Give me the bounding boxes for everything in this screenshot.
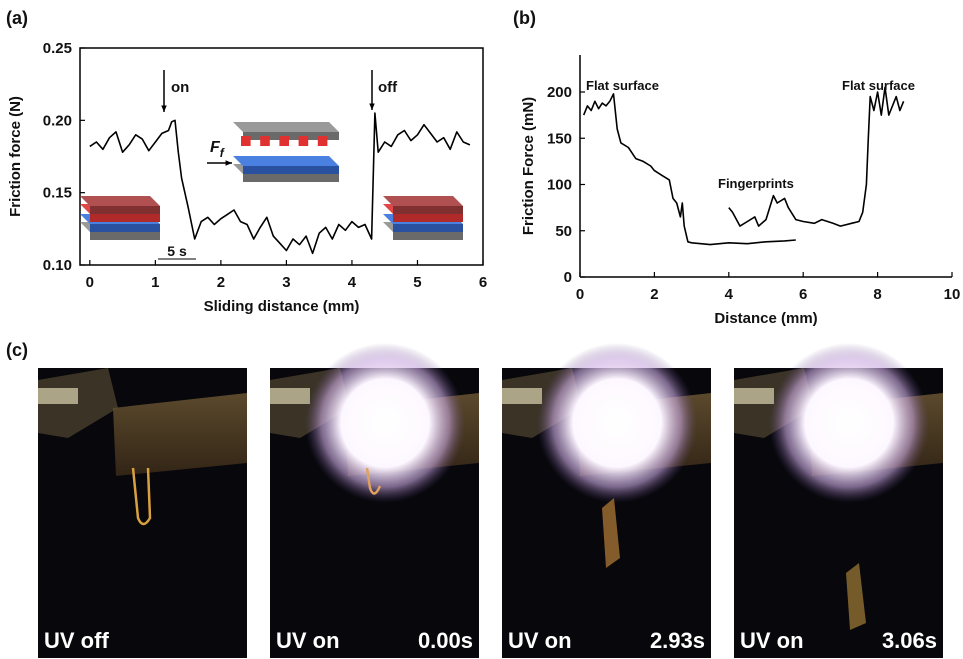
- photo-caption: UV on: [276, 628, 340, 653]
- slab-side: [90, 224, 160, 232]
- photo-caption: UV on: [740, 628, 804, 653]
- ridge: [317, 136, 328, 146]
- arrow-head: [225, 160, 232, 166]
- annotation: off: [378, 79, 398, 96]
- photo-caption: UV off: [44, 628, 109, 653]
- annotation: on: [171, 79, 189, 96]
- ridge: [279, 136, 289, 146]
- ridge: [260, 136, 270, 146]
- x-tick-label: 10: [944, 286, 961, 303]
- x-tick-label: 8: [873, 286, 881, 303]
- inset-illustration: [233, 122, 339, 182]
- lamp-highlight: [270, 388, 310, 404]
- y-tick-label: 0.15: [43, 185, 72, 202]
- y-axis-label: Friction force (N): [7, 96, 24, 217]
- slab-side: [393, 232, 463, 240]
- slab-side: [90, 232, 160, 240]
- x-tick-label: 4: [725, 286, 734, 303]
- actuator: [365, 467, 382, 495]
- lamp-highlight: [734, 388, 774, 404]
- glass-plate: [113, 393, 247, 476]
- x-tick-label: 6: [479, 274, 487, 291]
- slab-top: [80, 196, 160, 206]
- panel-label: (b): [513, 8, 536, 28]
- data-line: [582, 93, 796, 246]
- slab-top: [383, 196, 463, 206]
- y-tick-label: 150: [547, 130, 572, 147]
- inset-illustration: [383, 196, 463, 240]
- ridge: [298, 136, 309, 146]
- lamp-highlight: [502, 388, 542, 404]
- photo-time: 0.00s: [418, 628, 473, 653]
- falling-actuator: [846, 563, 866, 630]
- x-tick-label: 0: [86, 274, 94, 291]
- lamp-highlight: [38, 388, 78, 404]
- y-tick-label: 50: [555, 223, 572, 240]
- photo-time: 3.06s: [882, 628, 937, 653]
- uv-glow: [537, 343, 697, 503]
- y-tick-label: 0.20: [43, 112, 72, 129]
- slab-side: [393, 224, 463, 232]
- photo-caption: UV on: [508, 628, 572, 653]
- x-tick-label: 0: [576, 286, 584, 303]
- arrow-head: [369, 103, 375, 110]
- photo-time: 2.93s: [650, 628, 705, 653]
- x-tick-label: 6: [799, 286, 807, 303]
- slab-side: [90, 214, 160, 222]
- slab-side: [243, 174, 339, 182]
- slab-top: [233, 156, 339, 166]
- actuator: [131, 467, 152, 526]
- y-axis-label: Friction Force (mN): [520, 97, 537, 235]
- y-tick-label: 0: [564, 269, 572, 286]
- plot-frame: [79, 47, 484, 266]
- slab-side: [243, 132, 339, 140]
- slab-side: [90, 206, 160, 214]
- data-line: [89, 112, 471, 255]
- y-tick-label: 0.25: [43, 40, 72, 57]
- slab-top: [233, 122, 339, 132]
- force-sub: f: [220, 146, 225, 160]
- ridge: [241, 136, 251, 146]
- slab-side: [393, 214, 463, 222]
- force-symbol: Ff: [210, 139, 225, 160]
- x-axis-label: Sliding distance (mm): [204, 298, 360, 315]
- inset-illustration: [80, 196, 160, 240]
- panel-label: (a): [6, 8, 28, 28]
- x-tick-label: 2: [217, 274, 225, 291]
- y-tick-label: 100: [547, 177, 572, 194]
- uv-glow: [769, 343, 929, 503]
- annotation: 5 s: [167, 243, 187, 259]
- x-tick-label: 3: [282, 274, 290, 291]
- uv-glow: [305, 343, 465, 503]
- data-line: [728, 86, 905, 227]
- panel-label: (c): [6, 340, 28, 360]
- x-tick-label: 2: [650, 286, 658, 303]
- falling-actuator: [602, 498, 620, 568]
- slab-side: [243, 166, 339, 174]
- x-tick-label: 1: [151, 274, 159, 291]
- x-tick-label: 4: [348, 274, 357, 291]
- y-tick-label: 0.10: [43, 257, 72, 274]
- annotation: Flat surface: [586, 78, 659, 93]
- x-tick-label: 5: [413, 274, 421, 291]
- force-main: F: [210, 139, 221, 156]
- annotation: Fingerprints: [718, 176, 794, 191]
- x-axis-label: Distance (mm): [714, 310, 817, 327]
- photo-row: UV off UV on 0.00s UV on 2.93s UV on 3.06s: [38, 343, 943, 658]
- arrow-head: [161, 105, 167, 112]
- y-tick-label: 200: [547, 84, 572, 101]
- annotation: Flat surface: [842, 78, 915, 93]
- slab-side: [393, 206, 463, 214]
